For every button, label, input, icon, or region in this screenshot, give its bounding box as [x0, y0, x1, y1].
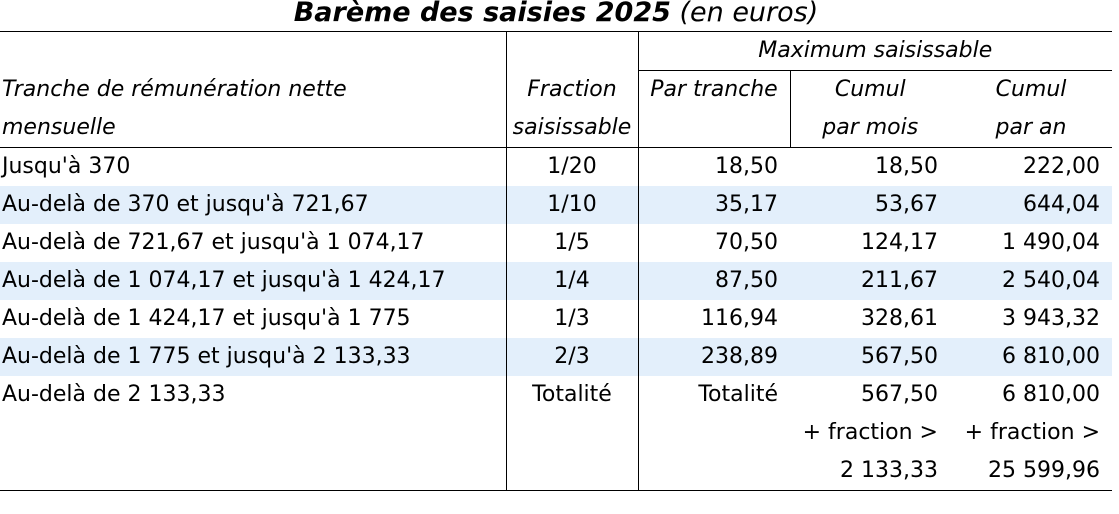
cell-cumul-mois: 211,67 [790, 262, 950, 300]
cell-par-tranche: 70,50 [637, 224, 790, 262]
table-row: Au-delà de 370 et jusqu'à 721,67 1/10 35… [0, 186, 1113, 224]
cell-tranche: Au-delà de 1 775 et jusqu'à 2 133,33 [0, 338, 506, 376]
cell-cumul-an: 1 490,04 [1002, 230, 1101, 255]
cell-tranche: Au-delà de 2 133,33 [2, 382, 226, 407]
header-tranche-line1: Tranche de rémunération nette [2, 76, 347, 102]
cell-fraction: 2/3 [505, 338, 638, 376]
header-cumul-an-line1: Cumul [995, 77, 1067, 102]
header-par-tranche: Par tranche [637, 70, 790, 109]
cell-cumul-an-note: + fraction > [964, 420, 1101, 445]
cell-cumul-mois: 328,61 [861, 306, 938, 331]
header-cumul-mois-line1: Cumul [789, 70, 950, 109]
cell-par-tranche: 35,17 [637, 186, 790, 224]
cell-cumul-mois: 53,67 [790, 186, 950, 224]
cell-fraction: 1/20 [505, 147, 638, 186]
table-row-last-cont: + fraction > + fraction > [0, 414, 1112, 452]
cell-cumul-mois: 567,50 [790, 338, 950, 376]
cell-fraction: 1/4 [505, 262, 638, 300]
table-row: Au-delà de 721,67 et jusqu'à 1 074,17 1/… [0, 224, 1112, 262]
cell-tranche: Au-delà de 370 et jusqu'à 721,67 [0, 186, 506, 224]
table-row: Au-delà de 1 424,17 et jusqu'à 1 775 1/3… [0, 300, 1112, 338]
table-row: Au-delà de 1 074,17 et jusqu'à 1 424,17 … [0, 262, 1113, 300]
cell-fraction: 1/5 [505, 224, 638, 262]
seizure-scale-table: Maximum saisissable Tranche de rémunérat… [0, 31, 1113, 491]
cell-cumul-mois: 18,50 [875, 154, 938, 179]
header-row-2: mensuelle saisissable par mois par an [0, 109, 1113, 148]
table-row-last-cont2: 2 133,33 25 599,96 [0, 452, 1113, 491]
header-cumul-mois-line2: par mois [789, 109, 950, 148]
cell-cumul-an: 644,04 [950, 186, 1113, 224]
cell-fraction: 1/3 [505, 300, 638, 338]
title-main: Barème des saisies 2025 [293, 0, 671, 28]
cell-fraction: Totalité [505, 376, 638, 414]
table-row: Jusqu'à 370 1/20 18,50 18,50 222,00 [0, 147, 1112, 186]
header-fraction-line1: Fraction [505, 70, 638, 109]
cell-tranche: Jusqu'à 370 [2, 154, 131, 179]
table-title: Barème des saisies 2025 (en euros) [0, 0, 1112, 28]
header-tranche-line2: mensuelle [0, 109, 506, 148]
cell-cumul-mois-threshold: 2 133,33 [790, 452, 950, 491]
cell-par-tranche: 116,94 [637, 300, 790, 338]
cell-par-tranche: 18,50 [637, 147, 790, 186]
cell-tranche: Au-delà de 1 424,17 et jusqu'à 1 775 [2, 306, 411, 331]
cell-cumul-an-threshold: 25 599,96 [950, 452, 1113, 491]
cell-cumul-mois-note: + fraction > [802, 420, 938, 445]
table-row: Au-delà de 1 775 et jusqu'à 2 133,33 2/3… [0, 338, 1113, 376]
header-cumul-an-line2: par an [950, 109, 1113, 148]
cell-cumul-an: 6 810,00 [1002, 382, 1101, 407]
cell-tranche: Au-delà de 1 074,17 et jusqu'à 1 424,17 [0, 262, 506, 300]
title-suffix: (en euros) [679, 0, 819, 28]
cell-cumul-mois: 124,17 [861, 230, 938, 255]
cell-par-tranche: Totalité [637, 376, 790, 414]
cell-cumul-an: 2 540,04 [950, 262, 1113, 300]
cell-cumul-an: 3 943,32 [1002, 306, 1101, 331]
cell-par-tranche: 87,50 [637, 262, 790, 300]
cell-cumul-an: 6 810,00 [950, 338, 1113, 376]
header-fraction-line2: saisissable [505, 109, 638, 148]
cell-par-tranche: 238,89 [637, 338, 790, 376]
header-row-group: Maximum saisissable [0, 31, 1113, 71]
table-row-last: Au-delà de 2 133,33 Totalité Totalité 56… [0, 376, 1112, 414]
header-maximum-saisissable: Maximum saisissable [637, 31, 1113, 71]
cell-fraction: 1/10 [505, 186, 638, 224]
cell-cumul-an: 222,00 [1023, 154, 1101, 179]
cell-cumul-mois: 567,50 [861, 382, 938, 407]
cell-tranche: Au-delà de 721,67 et jusqu'à 1 074,17 [2, 230, 425, 255]
header-row-1: Tranche de rémunération nette Fraction P… [0, 70, 1112, 109]
